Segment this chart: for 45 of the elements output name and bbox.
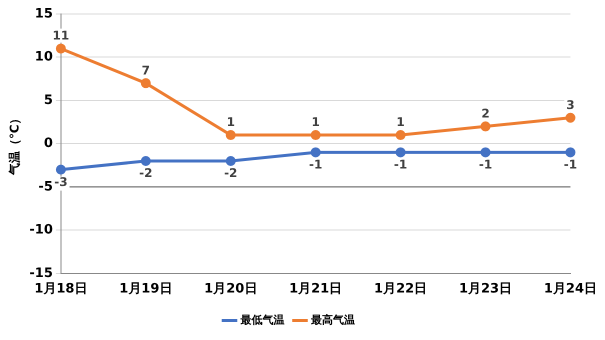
- point: [565, 112, 576, 123]
- x-tick-label: 1月19日: [119, 282, 172, 297]
- point: [140, 156, 151, 166]
- y-tick-label: 0: [44, 136, 53, 152]
- data-label: 1: [226, 115, 235, 130]
- point: [396, 130, 406, 140]
- data-label: -2: [139, 166, 152, 180]
- data-label: -3: [54, 174, 68, 189]
- point: [565, 147, 576, 158]
- y-tick-label: 10: [34, 50, 53, 65]
- data-label: -1: [478, 157, 492, 172]
- x-tick-label: 1月18日: [34, 282, 88, 297]
- data-label: 3: [566, 98, 575, 112]
- y-tick-label: 15: [34, 6, 53, 22]
- data-label: -1: [564, 157, 578, 172]
- data-label: 11: [52, 28, 70, 43]
- point: [56, 44, 66, 54]
- data-label: 7: [142, 63, 150, 78]
- x-tick-label: 1月20日: [204, 282, 258, 297]
- x-tick-label: 1月22日: [374, 282, 428, 297]
- point: [310, 147, 321, 158]
- point: [310, 130, 321, 140]
- x-tick-label: 1月23日: [458, 282, 512, 297]
- data-label: -1: [394, 157, 408, 172]
- y-tick-label: -10: [29, 222, 53, 238]
- point: [226, 156, 236, 166]
- data-label: 2: [481, 106, 490, 121]
- x-tick-label: 1月21日: [289, 282, 342, 297]
- data-label: -1: [308, 157, 322, 172]
- legend-label: 最低气温: [240, 313, 284, 326]
- point: [140, 78, 151, 88]
- y-tick-label: -5: [38, 179, 53, 194]
- point: [480, 147, 491, 158]
- legend-label: 最高气温: [310, 313, 355, 326]
- y-axis-title: 气温（℃）: [7, 112, 22, 176]
- data-label: 1: [311, 115, 320, 130]
- point: [480, 121, 491, 132]
- data-label: 1: [396, 115, 405, 130]
- data-label: -2: [224, 166, 238, 180]
- y-tick-label: 5: [44, 92, 53, 108]
- point: [56, 164, 66, 175]
- y-tick-label: -15: [29, 266, 53, 281]
- point: [226, 130, 236, 140]
- x-tick-label: 1月24日: [544, 282, 597, 297]
- point: [396, 147, 406, 158]
